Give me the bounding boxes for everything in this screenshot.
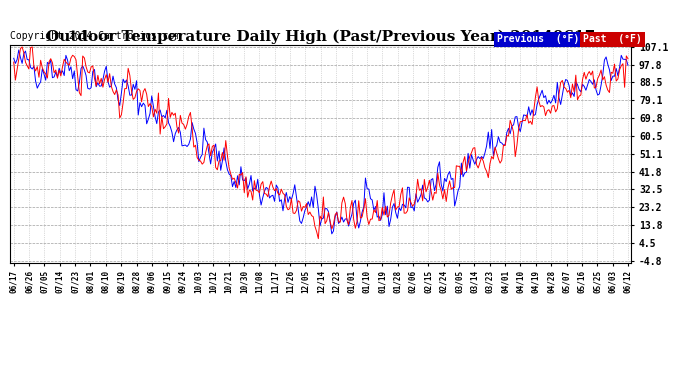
Title: Outdoor Temperature Daily High (Past/Previous Year) 20140617: Outdoor Temperature Daily High (Past/Pre… [46, 30, 595, 44]
Text: Past  (°F): Past (°F) [583, 34, 642, 44]
Text: Copyright 2014 Cartronics.com: Copyright 2014 Cartronics.com [10, 32, 181, 41]
Text: Previous  (°F): Previous (°F) [497, 34, 579, 44]
